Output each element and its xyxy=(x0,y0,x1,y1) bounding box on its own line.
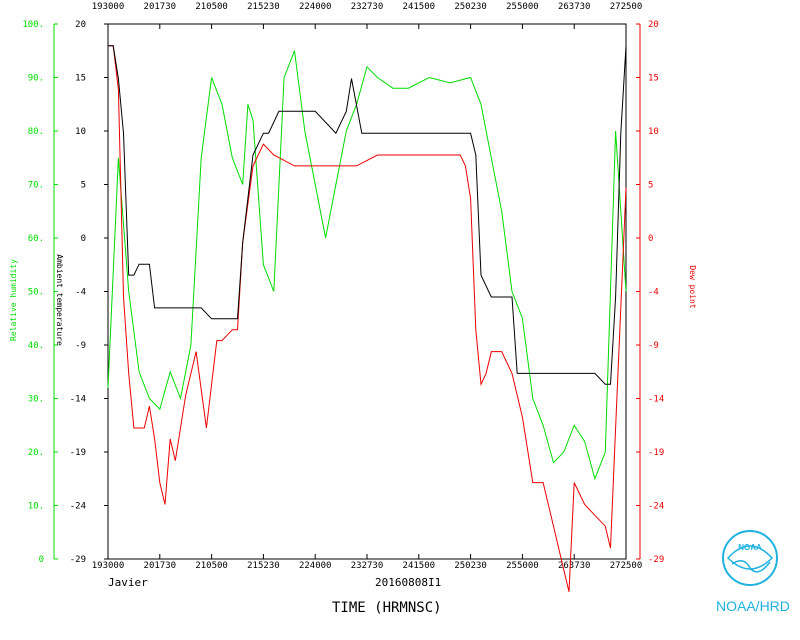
y-tick-green-label: 10. xyxy=(28,502,44,512)
noaa-hrd-label: NOAA/HRD xyxy=(716,598,790,614)
y-tick-red-label: -29 xyxy=(648,555,664,565)
x-tick-label: 255000 xyxy=(506,561,539,571)
x-tick-label-top: 224000 xyxy=(299,2,332,12)
x-tick-label-top: 263730 xyxy=(558,2,591,12)
y-tick-red-label: 20 xyxy=(648,20,659,30)
x-tick-label-top: 250230 xyxy=(454,2,487,12)
x-tick-label-top: 201730 xyxy=(144,2,177,12)
storm-name: Javier xyxy=(108,576,148,589)
y-tick-green-label: 80. xyxy=(28,127,44,137)
noaa-logo: NOAA xyxy=(722,530,778,586)
y-tick-green-label: 70. xyxy=(28,181,44,191)
series-ambient-temperature xyxy=(108,45,627,385)
y-tick-red-label: -14 xyxy=(648,395,664,405)
y-tick-green-label: 0 xyxy=(39,555,44,565)
y-label-black: Ambient temperature xyxy=(55,254,64,346)
y-tick-green-label: 100. xyxy=(22,20,44,30)
y-tick-black-label: -29 xyxy=(70,555,86,565)
y-tick-black-label: 0 xyxy=(81,234,86,244)
y-tick-green-label: 60. xyxy=(28,234,44,244)
x-tick-label: 210500 xyxy=(195,561,228,571)
x-tick-label: 272500 xyxy=(610,561,643,571)
y-tick-green-label: 30. xyxy=(28,395,44,405)
y-tick-black-label: -9 xyxy=(75,341,86,351)
y-tick-green-label: 50. xyxy=(28,288,44,298)
y-tick-black-label: 5 xyxy=(81,181,86,191)
x-tick-label-top: 241500 xyxy=(403,2,436,12)
x-tick-label: 193000 xyxy=(92,561,125,571)
y-tick-black-label: -14 xyxy=(70,395,86,405)
y-tick-red-label: -9 xyxy=(648,341,659,351)
x-tick-label: 215230 xyxy=(247,561,280,571)
y-label-red: Dew point xyxy=(688,265,697,309)
x-tick-label-top: 215230 xyxy=(247,2,280,12)
y-tick-black-label: -4 xyxy=(75,288,86,298)
y-tick-red-label: 10 xyxy=(648,127,659,137)
x-tick-label-top: 232730 xyxy=(351,2,384,12)
x-tick-label: 241500 xyxy=(403,561,436,571)
x-tick-label-top: 193000 xyxy=(92,2,125,12)
series-relative-humidity xyxy=(107,50,627,481)
y-tick-red-label: -4 xyxy=(648,288,659,298)
x-tick-label: 250230 xyxy=(454,561,487,571)
y-tick-red-label: -19 xyxy=(648,448,664,458)
y-tick-green-label: 40. xyxy=(28,341,44,351)
y-tick-black-label: 20 xyxy=(75,20,86,30)
x-tick-label: 201730 xyxy=(144,561,177,571)
x-tick-label-top: 210500 xyxy=(195,2,228,12)
flight-id: 20160808I1 xyxy=(375,576,441,589)
y-tick-red-label: -24 xyxy=(648,502,664,512)
x-axis-label: TIME (HRMNSC) xyxy=(332,600,442,616)
x-tick-label: 232730 xyxy=(351,561,384,571)
y-tick-red-label: 5 xyxy=(648,181,653,191)
x-tick-label-top: 272500 xyxy=(610,2,643,12)
x-tick-label-top: 255000 xyxy=(506,2,539,12)
y-tick-black-label: -19 xyxy=(70,448,86,458)
y-tick-black-label: 10 xyxy=(75,127,86,137)
series-dew-point xyxy=(108,45,627,592)
y-tick-red-label: 15 xyxy=(648,74,659,84)
plot-area xyxy=(107,23,627,560)
y-label-green: Relative humidity xyxy=(9,259,18,341)
noaa-badge-text: NOAA xyxy=(738,543,762,552)
y-tick-green-label: 90. xyxy=(28,74,44,84)
y-tick-green-label: 20. xyxy=(28,448,44,458)
y-tick-black-label: 15 xyxy=(75,74,86,84)
y-tick-black-label: -24 xyxy=(70,502,86,512)
y-tick-red-label: 0 xyxy=(648,234,653,244)
x-tick-label: 224000 xyxy=(299,561,332,571)
x-tick-label: 263730 xyxy=(558,561,591,571)
